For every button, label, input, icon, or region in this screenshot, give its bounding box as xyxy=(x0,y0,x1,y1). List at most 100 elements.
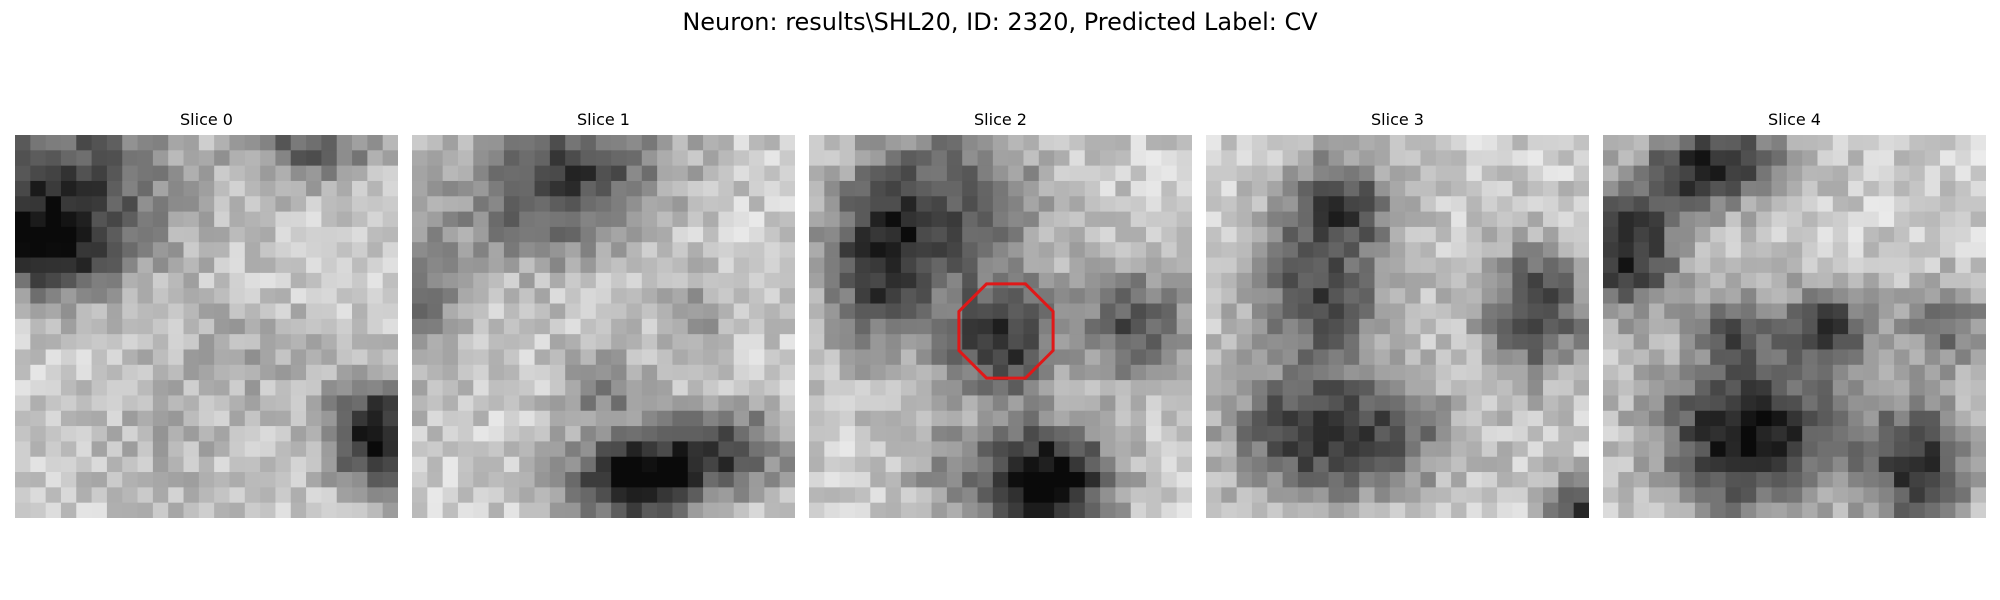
image-pixel xyxy=(76,180,92,197)
image-pixel xyxy=(1466,364,1483,381)
image-pixel xyxy=(1740,395,1757,412)
image-pixel xyxy=(641,472,658,488)
image-pixel xyxy=(1802,303,1818,320)
image-pixel xyxy=(412,242,428,258)
image-pixel xyxy=(977,303,994,320)
image-pixel xyxy=(1389,380,1406,396)
image-pixel xyxy=(1955,288,1972,304)
image-pixel xyxy=(1236,303,1253,320)
image-pixel xyxy=(1267,196,1283,212)
image-pixel xyxy=(275,472,292,488)
image-pixel xyxy=(1084,242,1101,258)
image-pixel xyxy=(962,349,978,366)
image-pixel xyxy=(1863,441,1880,458)
image-pixel xyxy=(1512,318,1529,335)
image-pixel xyxy=(30,318,47,335)
image-pixel xyxy=(1267,318,1283,335)
image-pixel xyxy=(519,380,535,396)
image-pixel xyxy=(106,395,123,412)
image-pixel xyxy=(122,380,138,396)
image-pixel xyxy=(900,150,917,167)
image-pixel xyxy=(1802,349,1818,366)
image-pixel xyxy=(137,150,154,167)
image-pixel xyxy=(1451,318,1467,335)
image-pixel xyxy=(1130,135,1147,151)
image-pixel xyxy=(1970,426,1986,442)
image-pixel xyxy=(1633,380,1650,396)
image-pixel xyxy=(60,426,77,442)
image-pixel xyxy=(1848,303,1864,320)
image-pixel xyxy=(672,211,689,228)
image-pixel xyxy=(1343,441,1360,458)
image-pixel xyxy=(412,257,428,274)
image-pixel xyxy=(352,257,368,274)
image-pixel xyxy=(1374,257,1391,274)
image-pixel xyxy=(1023,226,1040,243)
image-pixel xyxy=(687,502,704,518)
image-pixel xyxy=(1512,211,1529,228)
image-pixel xyxy=(549,318,566,335)
image-pixel xyxy=(1894,242,1910,258)
image-pixel xyxy=(1161,272,1178,289)
image-pixel xyxy=(1894,472,1910,488)
image-pixel xyxy=(1710,135,1726,151)
image-pixel xyxy=(733,395,750,412)
image-pixel xyxy=(1940,487,1956,504)
image-pixel xyxy=(611,226,627,243)
image-pixel xyxy=(1940,288,1956,304)
image-pixel xyxy=(275,502,292,518)
image-pixel xyxy=(1451,410,1467,427)
image-pixel xyxy=(809,441,825,458)
image-pixel xyxy=(1130,272,1147,289)
image-pixel xyxy=(870,272,886,289)
image-pixel xyxy=(764,395,781,412)
image-pixel xyxy=(1863,272,1880,289)
image-pixel xyxy=(1374,303,1391,320)
image-pixel xyxy=(1924,472,1941,488)
image-pixel xyxy=(1023,180,1040,197)
image-pixel xyxy=(1282,318,1299,335)
image-pixel xyxy=(1115,426,1132,442)
image-pixel xyxy=(1955,242,1972,258)
image-pixel xyxy=(1343,334,1360,350)
image-pixel xyxy=(1023,135,1040,151)
image-pixel xyxy=(1497,135,1513,151)
image-pixel xyxy=(611,364,627,381)
image-pixel xyxy=(1543,395,1559,412)
image-pixel xyxy=(503,180,520,197)
image-pixel xyxy=(1420,441,1437,458)
image-pixel xyxy=(779,410,795,427)
image-pixel xyxy=(595,441,612,458)
image-pixel xyxy=(15,242,31,258)
image-pixel xyxy=(1405,395,1421,412)
image-pixel xyxy=(382,395,398,412)
image-pixel xyxy=(779,226,795,243)
image-pixel xyxy=(1130,211,1147,228)
image-pixel xyxy=(367,318,384,335)
image-pixel xyxy=(1451,349,1467,366)
image-pixel xyxy=(1420,334,1437,350)
image-pixel xyxy=(275,441,292,458)
image-pixel xyxy=(1618,318,1635,335)
image-pixel xyxy=(854,456,871,473)
image-pixel xyxy=(962,441,978,458)
image-pixel xyxy=(1771,196,1788,212)
image-pixel xyxy=(1648,257,1665,274)
image-pixel xyxy=(580,395,597,412)
image-pixel xyxy=(1236,487,1253,504)
image-pixel xyxy=(1863,303,1880,320)
image-pixel xyxy=(824,487,841,504)
image-pixel xyxy=(1497,364,1513,381)
image-pixel xyxy=(946,487,963,504)
image-pixel xyxy=(1282,410,1299,427)
image-pixel xyxy=(885,180,902,197)
image-pixel xyxy=(885,288,902,304)
image-pixel xyxy=(382,318,398,335)
image-pixel xyxy=(91,150,108,167)
image-pixel xyxy=(1374,135,1391,151)
image-pixel xyxy=(260,318,276,335)
image-pixel xyxy=(809,288,825,304)
image-pixel xyxy=(15,410,31,427)
image-pixel xyxy=(1130,165,1147,182)
image-pixel xyxy=(137,380,154,396)
